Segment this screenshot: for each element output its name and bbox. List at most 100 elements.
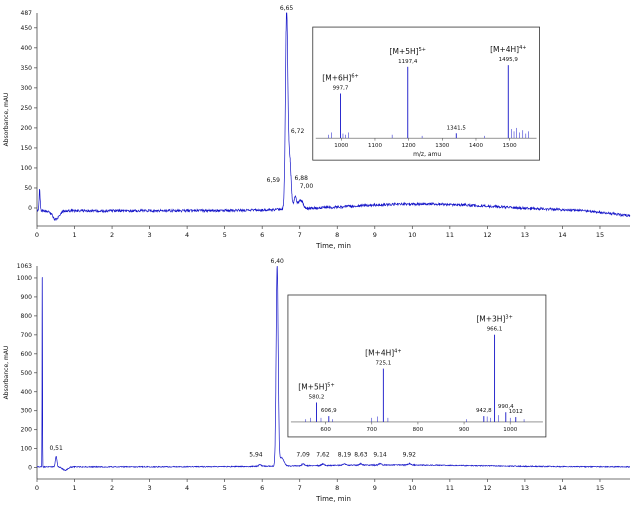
chromatogram-trace: [36, 12, 631, 222]
ms-peak-mz-label: 966,1: [487, 327, 503, 333]
x-tick-label: 9: [373, 484, 377, 492]
chromatogram-top: 0 1 2 3 4 5 6 7 8 9 10 11 12 13 14 15050100150200250300…: [3, 5, 631, 250]
y-tick-label: 200: [21, 427, 33, 434]
ion-annotation: [M+5H]5+: [390, 47, 426, 56]
x-tick-label: 8: [335, 231, 339, 239]
ms-x-tick-label: 1300: [435, 143, 449, 149]
ms-x-tick-label: 1000: [334, 143, 348, 149]
peak-time-label: 6,65: [280, 5, 294, 12]
ms-x-tick-label: 1000: [503, 427, 517, 433]
peak-time-label: 7,00: [300, 183, 314, 190]
x-tick-label: 10: [408, 484, 416, 492]
y-tick-label: 100: [21, 446, 33, 453]
x-tick-label: 6: [260, 484, 264, 492]
y-tick-label: 250: [21, 105, 33, 112]
x-axis-title: Time, min: [315, 242, 351, 250]
x-tick-label: 0: [35, 484, 39, 492]
y-axis-title: Absorbance, mAU: [3, 93, 10, 147]
peak-time-label: 7,09: [296, 452, 310, 459]
y-tick-label: 0: [28, 465, 32, 472]
peak-time-label: 7,62: [316, 452, 330, 459]
ms-inset-box: [287, 294, 547, 438]
x-tick-label: 12: [483, 484, 491, 492]
ms-x-tick-label: 1400: [469, 143, 483, 149]
ms-peak-mz-label: 606,9: [321, 408, 337, 414]
peak-time-label: 6,59: [267, 177, 281, 184]
x-tick-label: 12: [483, 231, 491, 239]
ms-x-axis-title: m/z, amu: [413, 151, 441, 158]
ms-peak-mz-label: 1197,4: [398, 59, 418, 65]
x-tick-label: 3: [148, 231, 152, 239]
x-tick-label: 0: [35, 231, 39, 239]
x-tick-label: 14: [558, 484, 566, 492]
x-tick-label: 5: [223, 231, 227, 239]
x-tick-label: 11: [446, 484, 454, 492]
peak-time-label: 8,19: [338, 452, 352, 459]
x-tick-label: 3: [148, 484, 152, 492]
y-tick-label: 900: [21, 294, 33, 301]
ms-peak-mz-label: 580,2: [309, 395, 325, 401]
y-tick-label: 200: [21, 125, 33, 132]
y-tick-label: 300: [21, 85, 33, 92]
y-tick-label: 400: [21, 389, 33, 396]
ms-peak-mz-label: 997,7: [333, 86, 349, 92]
ms-x-tick-label: 1500: [503, 143, 517, 149]
x-tick-label: 13: [521, 484, 529, 492]
ms-x-tick-label: 900: [459, 427, 470, 433]
y-tick-label: 50: [24, 185, 32, 192]
x-tick-label: 10: [408, 231, 416, 239]
ms-x-tick-label: 1200: [402, 143, 416, 149]
ion-annotation: [M+4H]4+: [490, 45, 526, 54]
x-tick-label: 13: [521, 231, 529, 239]
y-tick-label: 400: [21, 45, 33, 52]
peak-time-label: 9,14: [373, 452, 387, 459]
x-tick-label: 1: [72, 484, 76, 492]
y-tick-label: 350: [21, 65, 33, 72]
y-tick-label: 1000: [17, 275, 32, 282]
y-axis-title: Absorbance, mAU: [3, 346, 10, 400]
ms-x-tick-label: 800: [413, 427, 424, 433]
y-tick-label: 450: [21, 25, 33, 32]
ms-x-tick-label: 700: [367, 427, 378, 433]
y-tick-label: 150: [21, 145, 33, 152]
x-tick-label: 4: [185, 484, 189, 492]
peak-time-label: 6,40: [271, 258, 285, 265]
ms-x-tick-label: 1100: [368, 143, 382, 149]
ion-annotation: [M+6H]6+: [322, 74, 358, 83]
ms-peak-mz-label: 942,8: [476, 408, 492, 414]
x-axis-title: Time, min: [315, 495, 351, 503]
x-tick-label: 9: [373, 231, 377, 239]
chromatogram-bottom: 0 1 2 3 4 5 6 7 8 9 10 11 12 13 14 15010020030040050060…: [3, 258, 630, 503]
x-tick-label: 15: [596, 231, 604, 239]
x-tick-label: 1: [72, 231, 76, 239]
y-tick-label: 800: [21, 313, 33, 320]
y-tick-label: 300: [21, 408, 33, 415]
ms-x-tick-label: 600: [320, 427, 331, 433]
x-tick-label: 8: [335, 484, 339, 492]
chromatogram-trace: [36, 265, 630, 471]
ion-annotation: [M+4H]4+: [365, 349, 401, 358]
y-tick-label: 600: [21, 351, 33, 358]
ms-peak-mz-label: 1012: [509, 409, 523, 415]
peak-time-label: 6,72: [291, 128, 305, 135]
peak-time-label: 5,94: [249, 452, 263, 459]
ms-peak-mz-label: 725,1: [375, 361, 391, 367]
ms-peak-mz-label: 1341,5: [447, 125, 467, 131]
peak-time-label: 6,88: [295, 175, 309, 182]
x-tick-label: 6: [260, 231, 264, 239]
x-tick-label: 2: [110, 231, 114, 239]
ms-peak-mz-label: 1495,9: [499, 57, 519, 63]
ion-annotation: [M+3H]3+: [476, 315, 512, 324]
y-axis-max-label: 1063: [17, 263, 32, 270]
ms-peak-mz-label: 990,4: [498, 404, 514, 410]
x-tick-label: 5: [223, 484, 227, 492]
x-tick-label: 7: [298, 484, 302, 492]
peak-time-label: 8,63: [354, 452, 368, 459]
peak-time-label: 9,92: [403, 452, 417, 459]
ion-annotation: [M+5H]5+: [298, 383, 334, 392]
y-tick-label: 0: [28, 205, 32, 212]
x-tick-label: 11: [446, 231, 454, 239]
y-tick-label: 100: [21, 165, 33, 172]
x-tick-label: 15: [596, 484, 604, 492]
